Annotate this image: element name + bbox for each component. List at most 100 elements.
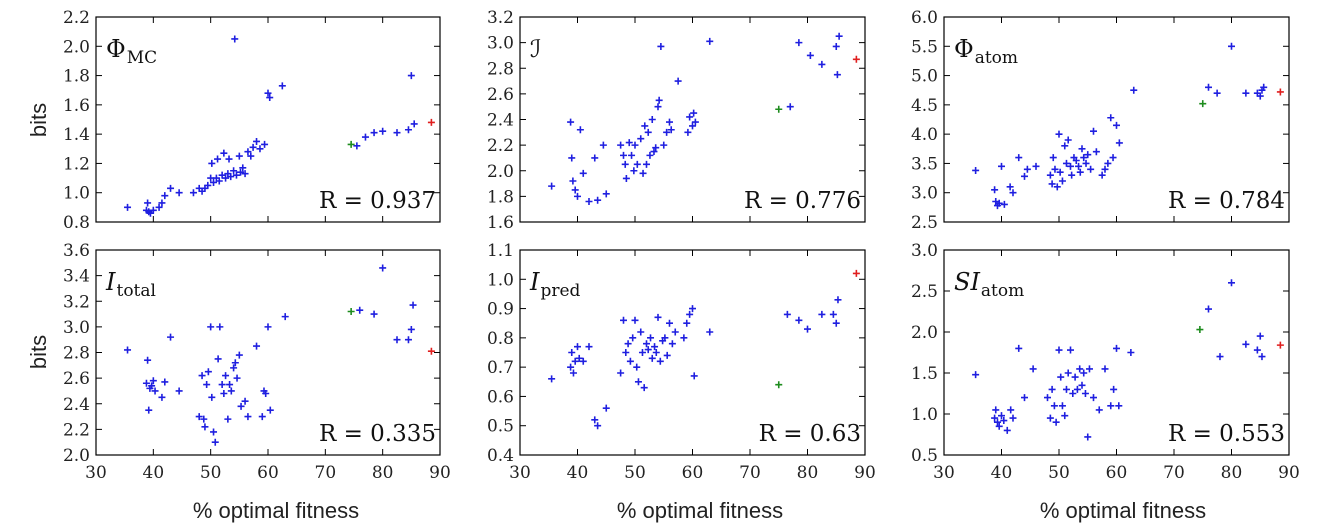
data-point — [629, 334, 637, 342]
data-point — [1256, 332, 1264, 340]
data-point — [585, 198, 593, 205]
data-point — [568, 154, 576, 162]
data-point — [244, 413, 252, 421]
data-point — [155, 203, 163, 211]
data-point — [655, 96, 663, 104]
data-point — [1046, 414, 1054, 422]
data-point — [208, 159, 216, 167]
data-point — [666, 319, 673, 327]
panel-label: Ipred — [529, 268, 581, 301]
data-point — [571, 186, 579, 194]
data-point — [226, 381, 234, 389]
series-1 — [548, 296, 842, 430]
data-point — [680, 334, 688, 342]
data-point — [167, 333, 175, 341]
data-point — [144, 199, 152, 207]
data-point — [852, 55, 860, 63]
data-point — [1228, 279, 1235, 287]
data-point — [993, 418, 1001, 426]
data-point — [167, 184, 175, 192]
data-point — [622, 349, 630, 356]
data-point — [222, 372, 230, 380]
data-point — [786, 103, 794, 111]
data-point — [1104, 159, 1112, 167]
data-point — [1080, 369, 1088, 377]
data-point — [661, 334, 669, 342]
data-point — [1055, 346, 1063, 354]
series-3 — [1276, 88, 1284, 96]
data-point — [175, 189, 183, 197]
y-tick-label: 3.0 — [63, 318, 90, 338]
series-2 — [775, 381, 783, 389]
data-point — [1006, 183, 1014, 191]
data-point — [1049, 154, 1057, 162]
data-point — [686, 113, 694, 121]
data-point — [232, 171, 240, 179]
y-axis-label-top: bits — [26, 103, 51, 137]
x-axis-label-middle: % optimal fitness — [617, 498, 783, 523]
data-point — [1051, 165, 1059, 173]
series-1 — [124, 264, 417, 446]
y-tick-label: 1.5 — [911, 364, 938, 384]
data-point — [1044, 394, 1051, 402]
data-point — [1127, 349, 1135, 356]
data-point — [264, 89, 272, 97]
x-tick-label: 70 — [315, 463, 337, 483]
y-tick-label: 2.2 — [63, 420, 90, 440]
data-point — [231, 359, 239, 367]
data-point — [639, 169, 647, 177]
data-point — [1021, 394, 1028, 402]
data-point — [236, 168, 244, 176]
panel-label: SIatom — [954, 268, 1024, 301]
data-point — [393, 129, 401, 137]
data-point — [218, 381, 226, 389]
y-tick-label: 1.0 — [63, 184, 90, 204]
data-point — [630, 167, 638, 175]
data-point — [347, 140, 355, 148]
data-point — [247, 152, 255, 160]
series-2 — [1196, 326, 1204, 334]
data-point — [575, 354, 583, 362]
y-tick-label: 3.0 — [911, 241, 938, 261]
data-point — [1242, 340, 1250, 348]
data-point — [1115, 402, 1123, 410]
data-point — [1098, 171, 1106, 179]
data-point — [1260, 83, 1268, 91]
data-point — [231, 35, 239, 43]
y-tick-label: 1.0 — [911, 405, 938, 425]
data-point — [1068, 171, 1076, 179]
data-point — [576, 126, 584, 134]
y-tick-label: 0.6 — [487, 387, 514, 407]
data-point — [1080, 154, 1088, 162]
data-point — [637, 135, 645, 143]
data-point — [215, 177, 223, 185]
data-point — [991, 414, 999, 422]
data-point — [1107, 402, 1115, 410]
panel-label-main: I — [105, 268, 116, 296]
data-point — [638, 349, 646, 356]
y-tick-label: 2.0 — [911, 323, 938, 343]
data-point — [620, 151, 627, 159]
data-point — [175, 387, 183, 395]
data-point — [1092, 148, 1100, 156]
data-point — [144, 356, 152, 364]
data-point — [237, 402, 245, 410]
y-tick-label: 3.0 — [487, 34, 514, 54]
data-point — [1205, 83, 1212, 91]
x-tick-label: 30 — [85, 463, 107, 483]
data-point — [149, 206, 157, 214]
data-point — [370, 129, 378, 137]
data-point — [235, 152, 243, 160]
panel-label-main: ℐ — [530, 35, 541, 63]
y-tick-label: 2.8 — [487, 59, 514, 79]
data-point — [852, 269, 860, 277]
data-point — [1253, 346, 1261, 354]
data-point — [654, 103, 662, 111]
data-point — [124, 346, 132, 354]
data-point — [833, 71, 841, 79]
data-point — [1071, 373, 1079, 381]
data-point — [795, 316, 803, 324]
x-tick-label: 30 — [509, 463, 531, 483]
data-point — [230, 167, 238, 175]
data-point — [261, 140, 269, 148]
